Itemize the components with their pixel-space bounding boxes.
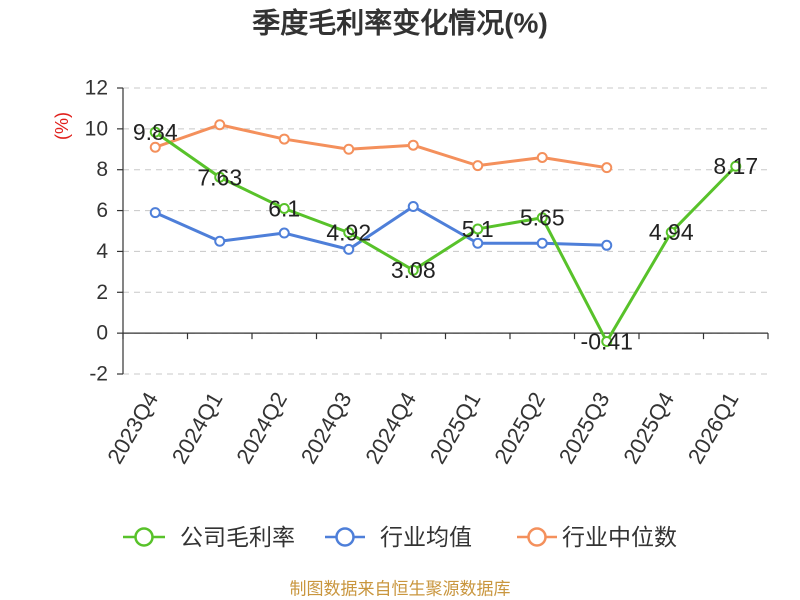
data-label: 3.08 [391, 257, 436, 283]
data-point[interactable] [343, 143, 355, 155]
data-point[interactable] [601, 336, 613, 348]
data-label: 5.1 [462, 216, 494, 242]
data-point[interactable] [536, 212, 548, 224]
data-point[interactable] [407, 139, 419, 151]
y-tick-label: 12 [85, 77, 108, 100]
y-tick-label: 2 [96, 281, 108, 304]
legend-item-company-gross-margin[interactable]: 公司毛利率 [123, 524, 295, 550]
legend-circle-marker-icon [335, 527, 355, 547]
data-point[interactable] [407, 200, 419, 212]
data-label: 9.84 [133, 119, 178, 145]
data-point[interactable] [214, 235, 226, 247]
data-label: 8.17 [713, 153, 758, 179]
data-point[interactable] [472, 237, 484, 249]
data-point[interactable] [601, 239, 613, 251]
data-point[interactable] [343, 227, 355, 239]
series-lines [149, 119, 742, 348]
data-labels: 9.84 7.63 6.1 4.92 3.08 5.1 5.65 -0.41 4.94 8.17 [133, 119, 758, 354]
data-point[interactable] [536, 151, 548, 163]
legend: 公司毛利率 行业均值 行业中位数 [123, 524, 677, 550]
data-label: 7.63 [197, 164, 242, 190]
data-point[interactable] [149, 126, 161, 138]
data-point[interactable] [214, 119, 226, 131]
y-tick-label: -2 [89, 363, 108, 386]
data-label: -0.41 [581, 329, 633, 355]
data-point[interactable] [149, 207, 161, 219]
chart-title: 季度毛利率变化情况(%) [252, 7, 548, 39]
data-point[interactable] [730, 160, 742, 172]
source-note: 制图数据来自恒生聚源数据库 [290, 580, 511, 599]
data-point[interactable] [278, 133, 290, 145]
legend-label: 行业均值 [380, 524, 472, 550]
data-point[interactable] [278, 203, 290, 215]
y-tick-label: 10 [85, 117, 108, 140]
data-point[interactable] [472, 160, 484, 172]
legend-item-industry-average[interactable]: 行业均值 [325, 524, 472, 550]
data-label: 5.65 [520, 205, 565, 231]
data-point[interactable] [343, 243, 355, 255]
data-point[interactable] [601, 162, 613, 174]
y-tick-label: 6 [96, 199, 108, 222]
data-point[interactable] [472, 223, 484, 235]
data-point[interactable] [665, 226, 677, 238]
series-line-2 [153, 123, 609, 170]
legend-circle-marker-icon [527, 527, 547, 547]
data-label: 4.94 [649, 219, 694, 245]
series-line-0 [153, 130, 738, 344]
data-point[interactable] [214, 171, 226, 183]
data-point[interactable] [149, 141, 161, 153]
data-point[interactable] [278, 227, 290, 239]
y-axis-title: (%) [52, 112, 72, 140]
legend-item-industry-median[interactable]: 行业中位数 [517, 524, 677, 550]
y-tick-label: 4 [96, 240, 108, 263]
legend-circle-marker-icon [134, 527, 154, 547]
data-label: 4.92 [326, 220, 371, 246]
data-point[interactable] [536, 237, 548, 249]
series-line-1 [153, 204, 609, 251]
legend-label: 公司毛利率 [180, 524, 295, 550]
data-label: 6.1 [268, 196, 300, 222]
legend-label: 行业中位数 [562, 524, 677, 550]
data-point[interactable] [407, 264, 419, 276]
y-tick-label: 0 [96, 322, 108, 345]
y-tick-label: 8 [96, 158, 108, 181]
